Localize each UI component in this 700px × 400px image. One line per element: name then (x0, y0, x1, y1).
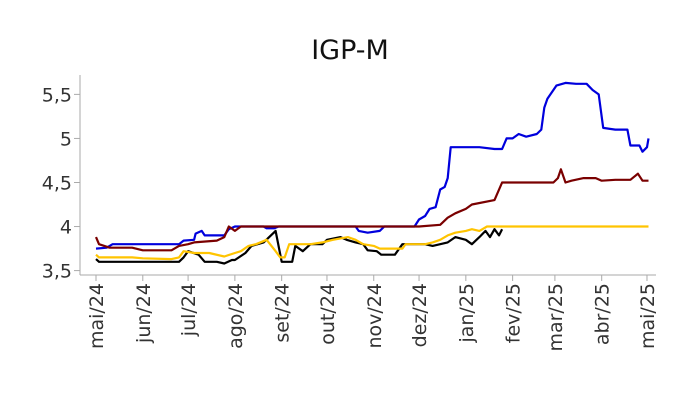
series-line-1 (95, 81, 650, 250)
series-line-4 (95, 225, 649, 261)
x-tick-label: jul/24 (178, 283, 200, 337)
series-line-2 (94, 168, 649, 252)
y-tick-label: 3,5 (42, 261, 72, 283)
y-tick-label: 5,5 (42, 84, 72, 106)
x-axis-ticks: mai/24 jun/24 jul/24 ago/24 set/24 out/24 nov/… (86, 275, 659, 352)
series-line-3 (95, 228, 504, 265)
x-tick-label: mar/25 (545, 283, 567, 352)
x-tick-label: nov/24 (364, 283, 386, 349)
x-tick-label: dez/24 (409, 283, 431, 347)
x-tick-label: fev/25 (503, 283, 525, 343)
y-tick-label: 4 (60, 217, 72, 239)
y-axis-ticks: 3,5 4 4,5 5 5,5 (42, 84, 80, 283)
x-tick-label: mai/25 (637, 283, 659, 349)
x-tick-label: jan/25 (456, 283, 478, 344)
y-tick-label: 5 (60, 128, 72, 150)
chart-title: IGP-M (311, 35, 389, 66)
x-tick-label: abr/25 (592, 283, 614, 345)
chart-series (94, 81, 650, 265)
x-tick-label: ago/24 (225, 283, 247, 349)
x-tick-label: out/24 (317, 283, 339, 345)
chart-axes (79, 75, 656, 276)
x-tick-label: mai/24 (86, 283, 108, 349)
x-tick-label: jun/24 (133, 283, 155, 344)
x-tick-label: set/24 (272, 283, 294, 343)
y-tick-label: 4,5 (42, 172, 72, 194)
